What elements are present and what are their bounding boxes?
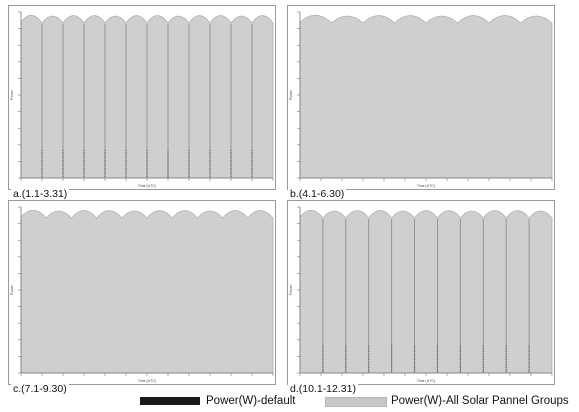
chart-plot: Power Time (UTC) bbox=[10, 206, 274, 383]
chart-panel-a: Power Time (UTC) a.(1.1-3.31) bbox=[8, 5, 276, 200]
legend-swatch-all-groups bbox=[325, 397, 387, 407]
chart-panel-d: Power Time (UTC) d.(10.1-12.31) bbox=[287, 200, 555, 395]
area-all-solar-groups bbox=[20, 209, 274, 374]
x-axis-label: Time (UTC) bbox=[138, 184, 156, 188]
panel-label: a.(1.1-3.31) bbox=[11, 188, 70, 200]
panel-label: c.(7.1-9.30) bbox=[11, 383, 69, 395]
legend-label-default: Power(W)-default bbox=[206, 395, 296, 407]
y-axis-label: Power bbox=[10, 89, 14, 100]
y-axis-label: Power bbox=[289, 284, 293, 295]
legend: Power(W)-default Power(W)-All Solar Pann… bbox=[130, 393, 579, 409]
panel-label: b.(4.1-6.30) bbox=[288, 188, 347, 200]
legend-label-all-groups: Power(W)-All Solar Pannel Groups bbox=[391, 395, 569, 407]
chart-plot: Power Time (UTC) bbox=[10, 11, 274, 188]
y-axis-label: Power bbox=[289, 89, 293, 100]
chart-panel-c: Power Time (UTC) c.(7.1-9.30) bbox=[8, 200, 276, 395]
chart-plot: Power Time (UTC) bbox=[289, 206, 553, 383]
chart-plot: Power Time (UTC) bbox=[289, 11, 553, 188]
x-axis-label: Time (UTC) bbox=[138, 379, 156, 383]
y-axis-label: Power bbox=[10, 284, 14, 295]
x-axis-label: Time (UTC) bbox=[417, 184, 435, 188]
legend-swatch-default bbox=[140, 397, 200, 405]
chart-panel-b: Power Time (UTC) b.(4.1-6.30) bbox=[287, 5, 555, 200]
x-axis-label: Time (UTC) bbox=[417, 379, 435, 383]
area-all-solar-groups bbox=[299, 209, 553, 374]
panel-label: d.(10.1-12.31) bbox=[288, 383, 358, 395]
area-all-solar-groups bbox=[299, 14, 553, 179]
